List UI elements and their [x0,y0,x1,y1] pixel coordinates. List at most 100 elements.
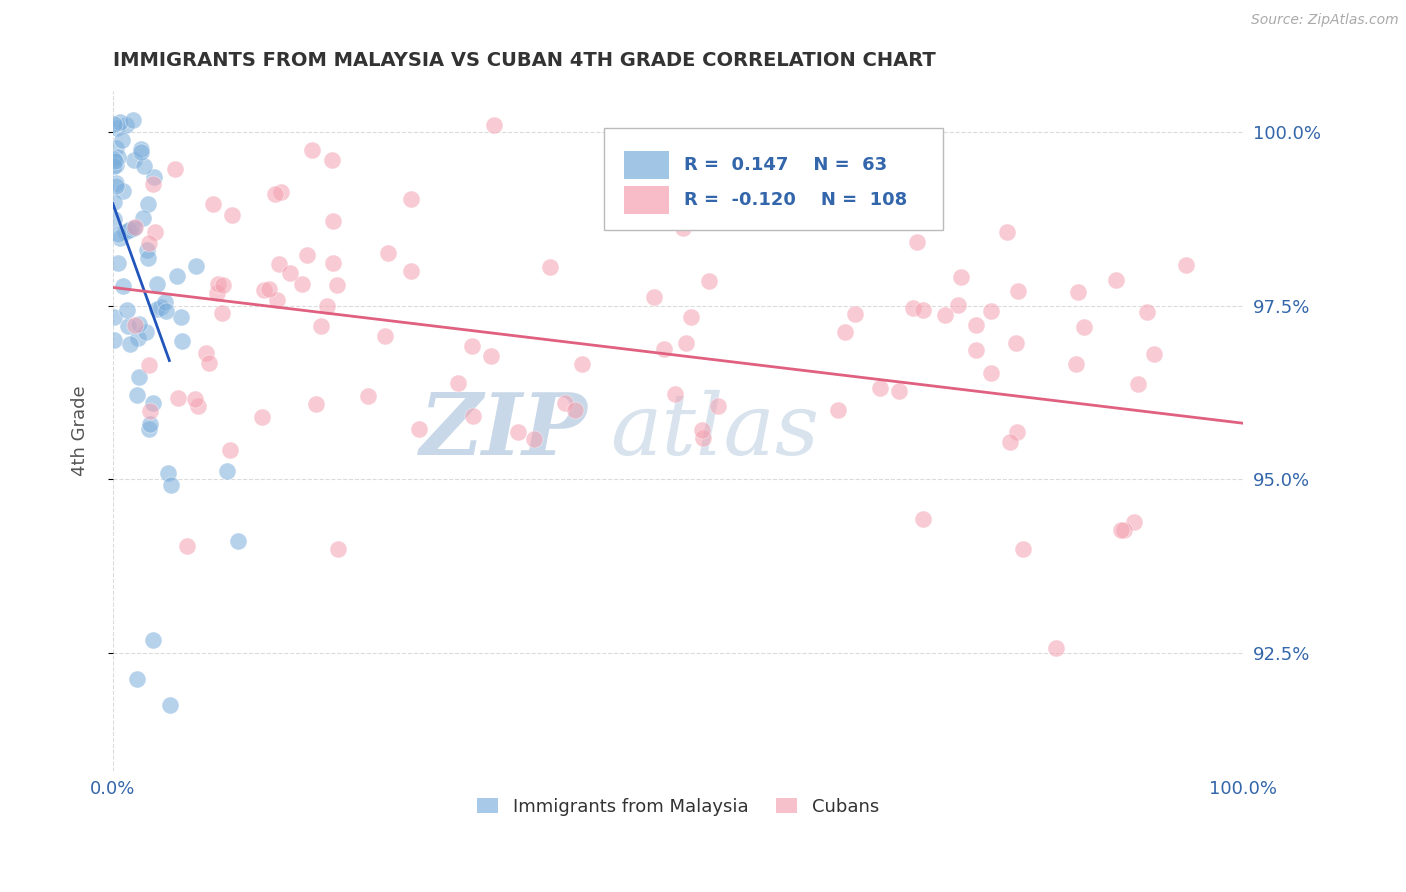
Point [108,231,131,245]
Legend: Immigrants from Malaysia, Cubans: Immigrants from Malaysia, Cubans [470,790,886,822]
Point [1007,284,1029,298]
Point [120,222,142,236]
Point [124,220,146,235]
Point [904,177,927,191]
Point [1005,425,1028,439]
Point [965,318,987,332]
Point [138,422,160,436]
Point [714,147,737,161]
Point [270,186,292,200]
Point [115,118,138,132]
Point [146,302,169,317]
Point [778,195,800,210]
Point [110,114,132,128]
Point [408,422,430,436]
Point [326,541,349,556]
Point [1143,347,1166,361]
Point [104,154,127,169]
Point [269,257,291,271]
Point [326,278,349,293]
Point [219,442,242,457]
Point [479,349,502,363]
Point [1066,357,1088,371]
Point [1105,272,1128,286]
Point [127,331,149,345]
FancyBboxPatch shape [624,151,669,179]
Point [104,176,127,190]
Point [138,358,160,372]
Point [461,409,484,423]
Point [1045,640,1067,655]
Point [250,410,273,425]
Point [1174,258,1197,272]
Point [142,633,165,648]
Point [167,391,190,405]
Point [538,260,561,274]
Point [184,392,207,406]
Point [228,533,250,548]
FancyBboxPatch shape [605,128,943,230]
Point [122,112,145,127]
Point [482,119,505,133]
Point [322,214,344,228]
Point [664,387,686,401]
Point [159,698,181,712]
Point [1109,524,1132,538]
Point [401,192,423,206]
Text: R =  0.147    N =  63: R = 0.147 N = 63 [683,156,887,174]
Point [118,222,141,236]
Point [844,307,866,321]
Point [679,310,702,324]
Point [905,235,928,250]
Point [357,389,380,403]
Point [911,303,934,318]
Point [117,318,139,333]
Point [278,267,301,281]
Point [157,467,180,481]
Point [132,211,155,225]
Point [257,282,280,296]
Point [706,399,728,413]
Point [301,144,323,158]
Point [172,334,194,349]
Point [138,196,160,211]
Point [127,672,149,686]
Point [111,184,134,198]
Point [643,290,665,304]
Point [221,208,243,222]
Point [564,402,586,417]
Point [139,417,162,432]
Point [903,301,925,316]
Point [142,177,165,191]
Point [155,295,177,310]
Point [195,346,218,360]
Point [103,334,125,348]
Point [675,335,697,350]
Text: R =  -0.120    N =  108: R = -0.120 N = 108 [683,191,907,209]
Point [1112,524,1135,538]
Point [212,278,235,293]
Point [869,381,891,395]
Point [166,268,188,283]
Point [291,277,314,292]
Point [143,225,166,239]
Point [134,159,156,173]
Point [138,235,160,250]
Text: IMMIGRANTS FROM MALAYSIA VS CUBAN 4TH GRADE CORRELATION CHART: IMMIGRANTS FROM MALAYSIA VS CUBAN 4TH GR… [112,51,935,70]
Y-axis label: 4th Grade: 4th Grade [72,385,89,476]
Point [827,402,849,417]
Point [690,423,713,437]
Point [128,370,150,384]
Text: Source: ZipAtlas.com: Source: ZipAtlas.com [1251,13,1399,28]
Point [149,301,172,315]
Point [834,326,856,340]
Point [146,277,169,291]
Point [266,293,288,307]
Point [125,388,148,402]
Point [934,308,956,322]
Point [321,153,343,167]
Point [1136,305,1159,319]
Point [122,221,145,235]
Point [112,279,135,293]
Point [107,256,129,270]
